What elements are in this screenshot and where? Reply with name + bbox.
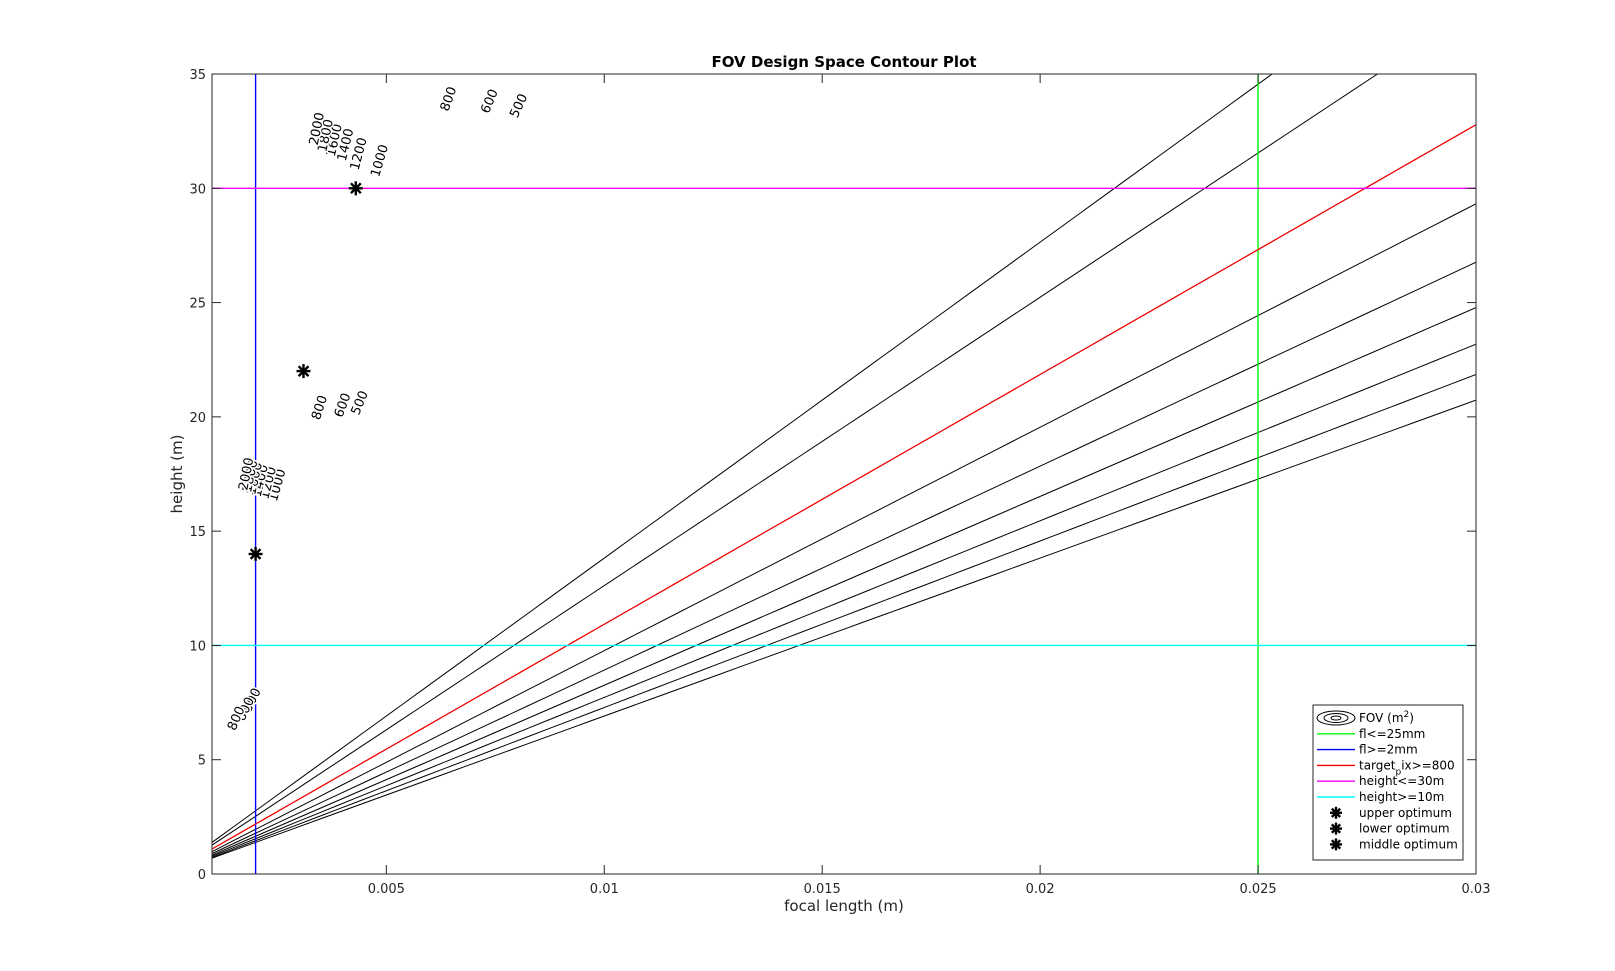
legend-item-7-marker xyxy=(1330,806,1342,819)
y-tick-label-1: 0 xyxy=(198,868,206,883)
y-tick-label-8: 35 xyxy=(189,68,206,83)
legend-item-1-ring-3 xyxy=(1330,715,1342,721)
plot-content xyxy=(212,74,1476,874)
optimum-marker-2-stroke-4 xyxy=(249,548,262,560)
legend-item-3-label: fl>=2mm xyxy=(1359,743,1418,757)
y-axis-ticks: 0 5 10 15 20 25 30 35 xyxy=(189,68,1476,883)
legend-item-6-label: height>=10m xyxy=(1359,790,1444,804)
legend-item-8-marker xyxy=(1330,822,1342,835)
optimum-marker-3-stroke-4 xyxy=(297,365,310,377)
chart-title: FOV Design Space Contour Plot xyxy=(711,53,976,71)
optimum-markers xyxy=(248,181,363,561)
legend-item-1-label-superscript: 2 xyxy=(1404,710,1410,720)
contour-line-500 xyxy=(212,74,1273,843)
legend-item-1-label-end: ) xyxy=(1409,711,1414,725)
constraint-line-3 xyxy=(212,124,1476,850)
x-axis-ticks: 0.005 0.01 0.015 0.02 0.025 0.03 xyxy=(368,74,1491,897)
y-axis-label: height (m) xyxy=(168,435,186,514)
legend-box xyxy=(1312,704,1464,861)
optimum-marker-3 xyxy=(296,364,311,379)
x-axis-label: focal length (m) xyxy=(784,897,904,915)
legend-item-1-ring-1 xyxy=(1316,710,1356,726)
legend-item-8-marker-stroke-4 xyxy=(1330,823,1342,834)
x-tick-label-1: 0.005 xyxy=(368,882,405,897)
x-tick-label-5: 0.025 xyxy=(1239,882,1276,897)
legend-item-1-ring-2 xyxy=(1323,713,1349,723)
legend-item-8-label: lower optimum xyxy=(1359,822,1450,836)
legend-item-4-label-subscript: p xyxy=(1396,767,1402,777)
contour-line-1000 xyxy=(212,203,1476,853)
y-tick-label-2: 5 xyxy=(198,754,206,769)
optimum-marker-1-stroke-4 xyxy=(350,182,362,195)
plot-area xyxy=(212,74,1476,874)
legend-item-9-label: middle optimum xyxy=(1359,837,1458,851)
x-tick-label-6: 0.03 xyxy=(1462,882,1491,897)
contour-line-2000 xyxy=(212,399,1476,859)
contour-line-1200 xyxy=(212,261,1476,855)
y-tick-label-5: 20 xyxy=(189,411,206,426)
contour-line-1600 xyxy=(212,343,1476,857)
x-tick-label-3: 0.015 xyxy=(804,882,841,897)
y-tick-label-3: 10 xyxy=(189,639,206,654)
optimum-marker-1 xyxy=(348,181,363,196)
legend-item-9-marker-stroke-4 xyxy=(1330,839,1342,850)
legend-item-4-label-end: ix>=800 xyxy=(1401,758,1454,772)
legend-item-7-marker-stroke-4 xyxy=(1330,807,1342,818)
x-tick-label-2: 0.01 xyxy=(590,882,619,897)
contour-line-1400 xyxy=(212,307,1476,856)
legend: FOV (m2)fl<=25mmfl>=2mmtargetpix>=800hei… xyxy=(1312,704,1464,861)
legend-item-2-label: fl<=25mm xyxy=(1359,727,1425,741)
contour-line-600 xyxy=(212,74,1379,846)
legend-item-1-label: FOV (m2) xyxy=(1359,710,1414,725)
y-tick-label-6: 25 xyxy=(189,297,206,312)
legend-item-7-label: upper optimum xyxy=(1359,806,1452,820)
y-tick-label-4: 15 xyxy=(189,525,206,540)
x-tick-label-4: 0.02 xyxy=(1026,882,1055,897)
optimum-marker-2 xyxy=(248,547,263,561)
constraint-lines xyxy=(212,74,1476,874)
legend-item-5-label: height<=30m xyxy=(1359,774,1444,788)
plot-box xyxy=(211,73,1477,875)
contour-line-1800 xyxy=(212,374,1476,858)
legend-item-9-marker xyxy=(1330,838,1342,851)
y-tick-label-7: 30 xyxy=(189,182,206,197)
